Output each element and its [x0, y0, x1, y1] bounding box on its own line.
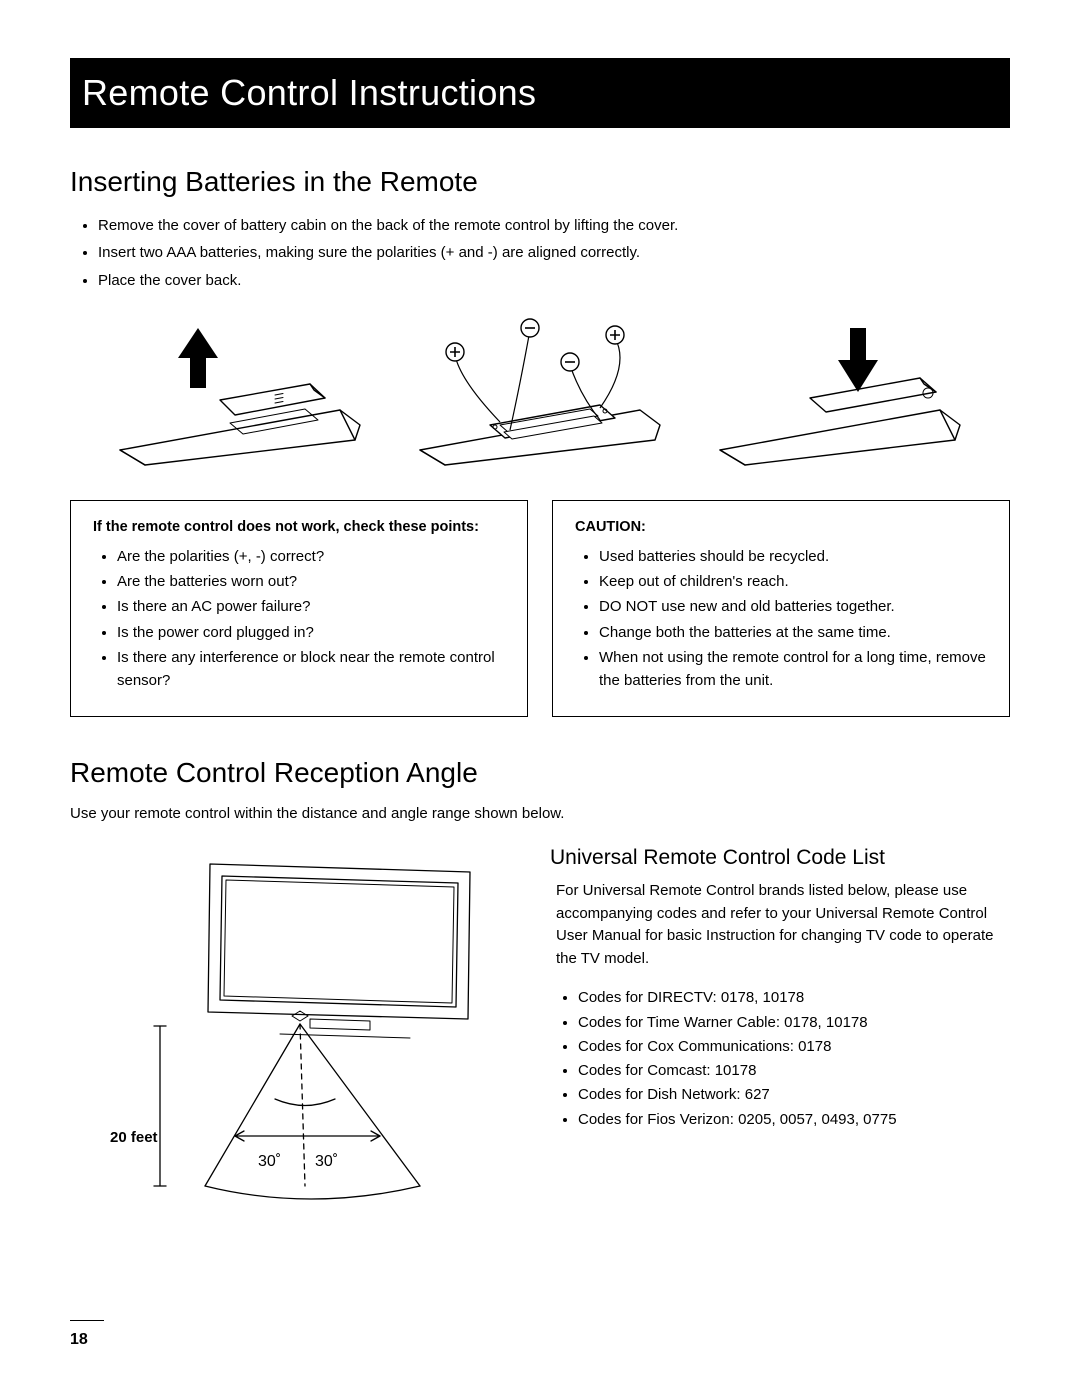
troubleshoot-title: If the remote control does not work, che… — [93, 519, 505, 535]
list-item: Codes for DIRECTV: 0178, 10178 — [578, 986, 1010, 1009]
codes-heading: Universal Remote Control Code List — [550, 846, 1010, 870]
list-item: Codes for Time Warner Cable: 0178, 10178 — [578, 1011, 1010, 1034]
list-item: Codes for Dish Network: 627 — [578, 1083, 1010, 1106]
troubleshoot-list: Are the polarities (+, -) correct? Are t… — [93, 545, 505, 693]
page-number: 18 — [70, 1320, 104, 1349]
distance-label-svg: 20 feet — [110, 1129, 158, 1146]
step-item: Insert two AAA batteries, making sure th… — [98, 241, 1010, 264]
list-item: Used batteries should be recycled. — [599, 545, 987, 568]
list-item: DO NOT use new and old batteries togethe… — [599, 595, 987, 618]
list-item: Are the polarities (+, -) correct? — [117, 545, 505, 568]
steps-list: Remove the cover of battery cabin on the… — [70, 214, 1010, 292]
angle-right-svg: 30˚ — [315, 1153, 338, 1170]
page-title: Remote Control Instructions — [82, 72, 990, 114]
step-item: Remove the cover of battery cabin on the… — [98, 214, 1010, 237]
battery-diagram-row — [100, 310, 980, 470]
caution-list: Used batteries should be recycled. Keep … — [575, 545, 987, 693]
list-item: When not using the remote control for a … — [599, 646, 987, 693]
codes-intro: For Universal Remote Control brands list… — [550, 880, 1010, 970]
info-box-row: If the remote control does not work, che… — [70, 500, 1010, 718]
list-item: Is the power cord plugged in? — [117, 621, 505, 644]
list-item: Codes for Fios Verizon: 0205, 0057, 0493… — [578, 1108, 1010, 1131]
caution-box: CAUTION: Used batteries should be recycl… — [552, 500, 1010, 718]
troubleshoot-box: If the remote control does not work, che… — [70, 500, 528, 718]
codes-column: Universal Remote Control Code List For U… — [550, 844, 1010, 1209]
list-item: Is there an AC power failure? — [117, 595, 505, 618]
reception-intro: Use your remote control within the dista… — [70, 805, 1010, 822]
section-heading-reception: Remote Control Reception Angle — [70, 757, 1010, 789]
list-item: Keep out of children's reach. — [599, 570, 987, 593]
page: Remote Control Instructions Inserting Ba… — [0, 0, 1080, 1259]
diagram-insert-batteries — [400, 310, 680, 470]
caution-title: CAUTION: — [575, 519, 987, 535]
diagram-lift-cover — [100, 310, 380, 470]
list-item: Is there any interference or block near … — [117, 646, 505, 693]
section-heading-batteries: Inserting Batteries in the Remote — [70, 166, 1010, 198]
title-bar: Remote Control Instructions — [70, 58, 1010, 128]
list-item: Codes for Comcast: 10178 — [578, 1059, 1010, 1082]
step-item: Place the cover back. — [98, 269, 1010, 292]
list-item: Codes for Cox Communications: 0178 — [578, 1035, 1010, 1058]
codes-list: Codes for DIRECTV: 0178, 10178 Codes for… — [550, 986, 1010, 1131]
diagram-close-cover — [700, 310, 980, 470]
list-item: Are the batteries worn out? — [117, 570, 505, 593]
list-item: Change both the batteries at the same ti… — [599, 621, 987, 644]
reception-row: 20 feet 30˚ 30˚ Universal Remote Control… — [70, 844, 1010, 1209]
reception-diagram: 20 feet 30˚ 30˚ — [110, 844, 510, 1209]
angle-left-svg: 30˚ — [258, 1153, 281, 1170]
